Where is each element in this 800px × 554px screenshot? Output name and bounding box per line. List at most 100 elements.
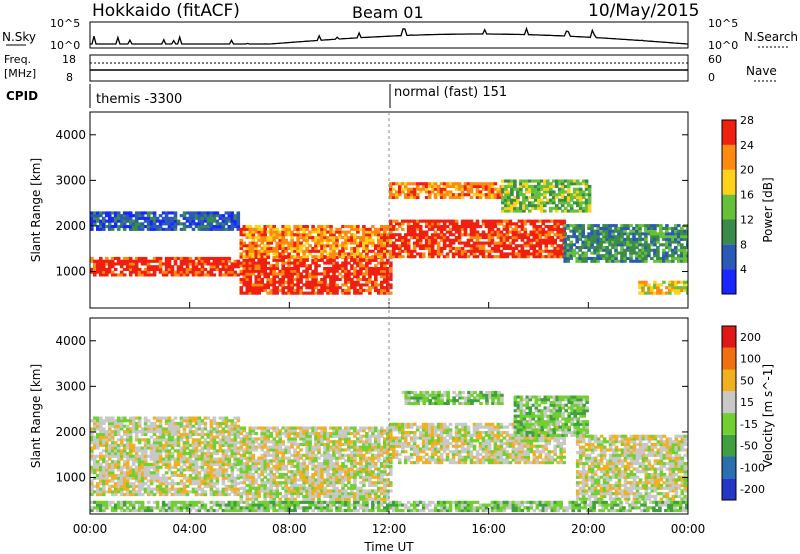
power-cell xyxy=(560,193,565,197)
power-cell xyxy=(99,225,103,229)
power-cell xyxy=(587,206,592,210)
velocity-cell xyxy=(230,421,235,425)
power-cell xyxy=(266,238,270,242)
power-cell xyxy=(137,211,142,215)
power-cell xyxy=(578,254,582,258)
power-cell xyxy=(389,291,393,295)
velocity-cell xyxy=(203,441,208,445)
velocity-cell xyxy=(266,473,270,477)
power-colorbar-swatch xyxy=(722,219,736,245)
power-cell xyxy=(484,193,489,197)
power-cell xyxy=(427,193,432,197)
velocity-cell xyxy=(245,451,250,455)
power-cell xyxy=(451,227,456,231)
velocity-cell xyxy=(194,468,199,472)
power-cell xyxy=(323,288,327,292)
power-cell xyxy=(566,184,571,188)
power-cell xyxy=(389,230,393,234)
power-cell xyxy=(659,224,663,228)
power-cell xyxy=(507,204,511,208)
power-cell xyxy=(575,259,579,263)
power-cell xyxy=(686,226,688,230)
power-cell xyxy=(638,240,642,244)
power-cell xyxy=(593,240,597,244)
power-cell xyxy=(578,232,582,236)
velocity-cell xyxy=(284,483,288,487)
power-cell xyxy=(487,187,492,191)
velocity-cell xyxy=(299,483,303,487)
velocity-cell xyxy=(143,462,148,466)
power-cell xyxy=(677,291,681,295)
velocity-cell xyxy=(167,435,172,439)
power-cell xyxy=(140,214,145,218)
velocity-cell xyxy=(149,424,154,428)
velocity-cell xyxy=(93,490,97,494)
power-cell xyxy=(406,244,411,248)
velocity-cell xyxy=(227,424,232,428)
velocity-cell xyxy=(251,432,256,436)
velocity-cell xyxy=(284,429,288,433)
power-cell xyxy=(191,222,196,226)
velocity-cell xyxy=(105,419,109,423)
velocity-cell xyxy=(122,493,127,497)
power-cell xyxy=(454,249,459,253)
velocity-cell xyxy=(119,421,124,425)
power-cell xyxy=(596,235,600,239)
velocity-cell xyxy=(122,432,127,436)
velocity-cell xyxy=(245,478,250,482)
power-cell xyxy=(403,249,408,253)
velocity-cell xyxy=(314,453,318,457)
power-cell xyxy=(401,190,405,194)
power-cell xyxy=(230,225,235,229)
velocity-cell xyxy=(194,465,199,469)
power-cell xyxy=(392,255,396,259)
velocity-cell xyxy=(278,492,282,496)
power-cell xyxy=(128,256,133,260)
velocity-cell xyxy=(263,481,267,485)
power-cell xyxy=(105,211,109,215)
power-cell xyxy=(668,280,672,284)
velocity-cell xyxy=(257,467,261,471)
velocity-cell xyxy=(158,432,163,436)
power-cell xyxy=(128,222,133,226)
power-cell xyxy=(487,225,492,229)
power-cell xyxy=(284,249,288,253)
velocity-cell xyxy=(128,457,133,461)
power-cell xyxy=(490,190,495,194)
power-cell xyxy=(445,252,450,256)
velocity-cell xyxy=(215,441,220,445)
power-cell xyxy=(323,269,327,273)
velocity-cell xyxy=(251,481,256,485)
power-cell xyxy=(251,264,256,268)
velocity-cell xyxy=(203,471,208,475)
power-cell xyxy=(239,227,244,231)
power-cell xyxy=(185,225,190,229)
velocity-cell xyxy=(263,497,267,501)
power-cell xyxy=(332,283,336,287)
velocity-cell xyxy=(102,419,106,423)
power-cell xyxy=(392,187,396,191)
velocity-cell xyxy=(233,460,238,464)
power-cell xyxy=(481,244,486,248)
velocity-cell xyxy=(146,441,151,445)
velocity-cell xyxy=(260,432,264,436)
power-cell xyxy=(605,229,609,233)
power-cell xyxy=(575,179,580,183)
velocity-cell xyxy=(125,471,130,475)
velocity-cell xyxy=(296,486,300,490)
power-cell xyxy=(305,255,309,259)
velocity-cell xyxy=(302,483,306,487)
velocity-cell xyxy=(119,493,124,497)
velocity-cell xyxy=(167,427,172,431)
velocity-cell xyxy=(105,438,109,442)
power-cell xyxy=(415,193,420,197)
velocity-cell xyxy=(251,467,256,471)
power-cell xyxy=(534,179,538,183)
power-cell xyxy=(278,280,282,284)
velocity-cell xyxy=(119,482,124,486)
power-cell xyxy=(164,214,169,218)
power-cell xyxy=(335,267,339,271)
power-cell xyxy=(245,258,250,262)
velocity-cell xyxy=(287,462,291,466)
velocity-cell xyxy=(239,445,244,449)
